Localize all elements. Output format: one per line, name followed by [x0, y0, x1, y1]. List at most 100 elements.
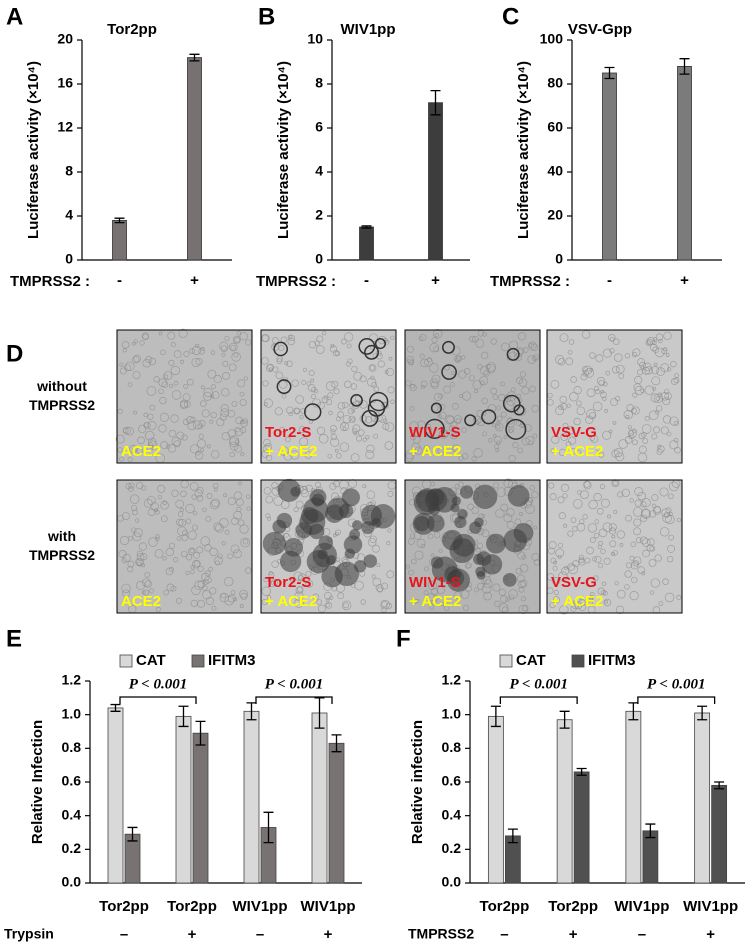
- syncytium: [343, 535, 363, 554]
- cell-texture: [409, 421, 419, 431]
- cell-texture: [562, 422, 569, 429]
- cell-texture: [424, 566, 430, 572]
- cell-texture: [555, 548, 565, 558]
- cell-texture: [582, 514, 588, 520]
- cell-texture: [660, 426, 669, 435]
- cell-texture: [416, 420, 426, 430]
- cell-texture: [619, 543, 624, 547]
- cell-texture: [427, 580, 438, 591]
- cell-texture: [409, 384, 417, 392]
- cell-texture: [555, 406, 565, 416]
- cell-texture: [133, 528, 143, 538]
- cell-texture: [618, 373, 625, 379]
- cell-texture: [191, 345, 202, 356]
- cell-texture: [205, 596, 214, 606]
- error-bar: [263, 811, 274, 844]
- legend-label: CAT: [516, 652, 546, 669]
- y-axis-label: Relative infection: [409, 720, 426, 844]
- cell-texture: [141, 590, 146, 595]
- cell-texture: [129, 445, 138, 454]
- cell-texture: [531, 404, 539, 413]
- cell-texture: [158, 424, 167, 433]
- cell-texture: [569, 391, 579, 402]
- cell-texture: [508, 594, 515, 600]
- y-tick-label: 0.2: [442, 840, 462, 856]
- cell-texture: [640, 388, 645, 394]
- cell-texture: [465, 563, 471, 569]
- cell-texture: [329, 482, 337, 490]
- cell-texture: [245, 567, 252, 574]
- cell-texture: [332, 533, 337, 538]
- cell-texture: [171, 390, 182, 400]
- syncytium: [276, 379, 292, 395]
- cell-texture: [200, 385, 205, 390]
- cell-texture: [183, 350, 190, 358]
- cell-texture: [659, 527, 670, 537]
- cell-texture: [386, 570, 395, 579]
- cell-texture: [632, 560, 640, 567]
- cell-texture: [168, 566, 174, 572]
- cell-texture: [158, 331, 163, 336]
- cell-texture: [341, 338, 347, 345]
- cell-texture: [387, 386, 395, 394]
- cell-texture: [602, 396, 607, 401]
- syncytium: [262, 531, 287, 556]
- cell-texture: [294, 598, 304, 608]
- cell-texture: [129, 494, 140, 504]
- cell-texture: [310, 378, 315, 383]
- cell-texture: [481, 431, 487, 437]
- cell-texture: [637, 566, 645, 574]
- cell-texture: [366, 490, 376, 500]
- cell-texture: [666, 555, 674, 563]
- cell-texture: [508, 428, 513, 433]
- cell-texture: [371, 574, 376, 579]
- cell-texture: [633, 518, 642, 527]
- syncytium: [277, 478, 301, 502]
- y-tick-label: 1.0: [442, 705, 462, 721]
- cell-texture: [466, 562, 472, 569]
- cell-texture: [147, 420, 157, 430]
- cell-texture: [482, 332, 487, 337]
- cell-texture: [351, 417, 356, 422]
- cell-texture: [232, 335, 241, 344]
- micrograph-border: [260, 329, 397, 464]
- bar: [677, 66, 692, 261]
- cell-texture: [628, 433, 635, 440]
- cell-texture: [514, 518, 522, 525]
- cell-texture: [219, 518, 229, 528]
- cell-texture: [517, 406, 527, 416]
- cell-texture: [289, 577, 296, 583]
- cell-texture: [477, 582, 485, 590]
- cell-texture: [144, 580, 152, 588]
- spike-label: VSV-G: [551, 574, 597, 591]
- cell-texture: [177, 511, 184, 517]
- cell-texture: [517, 447, 524, 454]
- cell-texture: [596, 376, 606, 386]
- y-axis-label: Luciferase activity (×10⁴): [275, 61, 292, 239]
- cell-texture: [632, 507, 643, 517]
- cell-texture: [234, 337, 241, 343]
- y-tick-label: 20: [547, 207, 563, 223]
- cell-texture: [329, 345, 338, 353]
- micrograph: [404, 328, 541, 464]
- x-tick-label: WIV1pp: [683, 898, 738, 915]
- cell-texture: [170, 365, 180, 376]
- cell-texture: [617, 491, 624, 498]
- cell-texture: [189, 444, 200, 454]
- cell-texture: [211, 384, 216, 390]
- cell-texture: [382, 418, 388, 424]
- cell-texture: [552, 565, 558, 571]
- legend-label: CAT: [136, 652, 166, 669]
- y-tick-label: 6: [315, 119, 323, 135]
- cell-texture: [625, 414, 630, 419]
- cell-texture: [523, 423, 532, 432]
- cell-texture: [609, 348, 615, 354]
- cell-texture: [594, 519, 600, 524]
- syncytium: [364, 344, 379, 360]
- syncytium: [430, 402, 443, 414]
- cell-texture: [327, 392, 334, 399]
- cell-texture: [676, 517, 681, 523]
- cell-texture: [433, 393, 442, 402]
- row-label: Trypsin: [4, 926, 54, 942]
- panel-letter: F: [396, 625, 411, 652]
